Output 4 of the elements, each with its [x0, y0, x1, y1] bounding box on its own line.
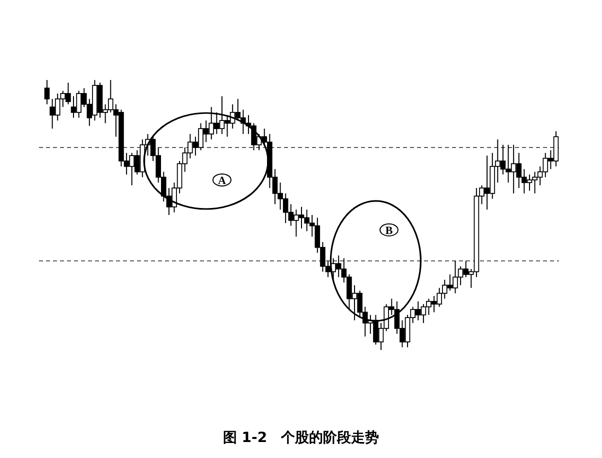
annotation: B	[385, 224, 394, 237]
annotation: A	[218, 174, 226, 187]
text: 图 1-2 个股的阶段走势	[222, 430, 380, 446]
candlestick	[44, 80, 50, 105]
